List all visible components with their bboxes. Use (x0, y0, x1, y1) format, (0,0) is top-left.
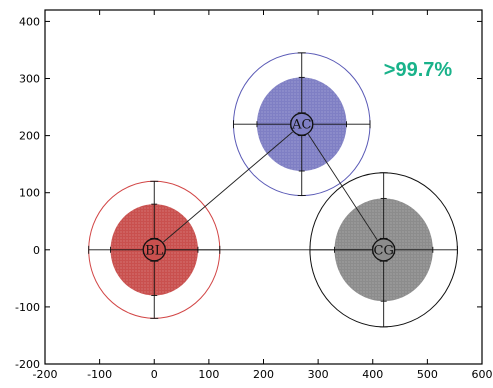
y-tick-label: 200 (19, 130, 40, 143)
x-tick-label: 600 (472, 368, 493, 381)
y-tick-label: -100 (15, 301, 40, 314)
x-tick-label: -100 (87, 368, 112, 381)
x-tick-label: 200 (253, 368, 274, 381)
x-tick-label: 400 (362, 368, 383, 381)
y-tick-label: 0 (33, 244, 40, 257)
x-tick-label: 100 (198, 368, 219, 381)
plot-marks: BL AC CG (89, 53, 458, 327)
point-label-ac: AC (291, 118, 311, 133)
y-tick-label: 300 (19, 73, 40, 86)
x-tick-label: 300 (308, 368, 329, 381)
x-tick-label: 0 (151, 368, 158, 381)
point-label-cg: CG (374, 243, 394, 258)
y-tick-label: 400 (19, 15, 40, 28)
probability-annotation: >99.7% (384, 59, 453, 81)
x-tick-label: 500 (417, 368, 438, 381)
point-label-bl: BL (145, 243, 164, 258)
y-tick-label: 100 (19, 187, 40, 200)
connection-bl-ac (163, 132, 292, 242)
y-tick-label: -200 (15, 358, 40, 371)
